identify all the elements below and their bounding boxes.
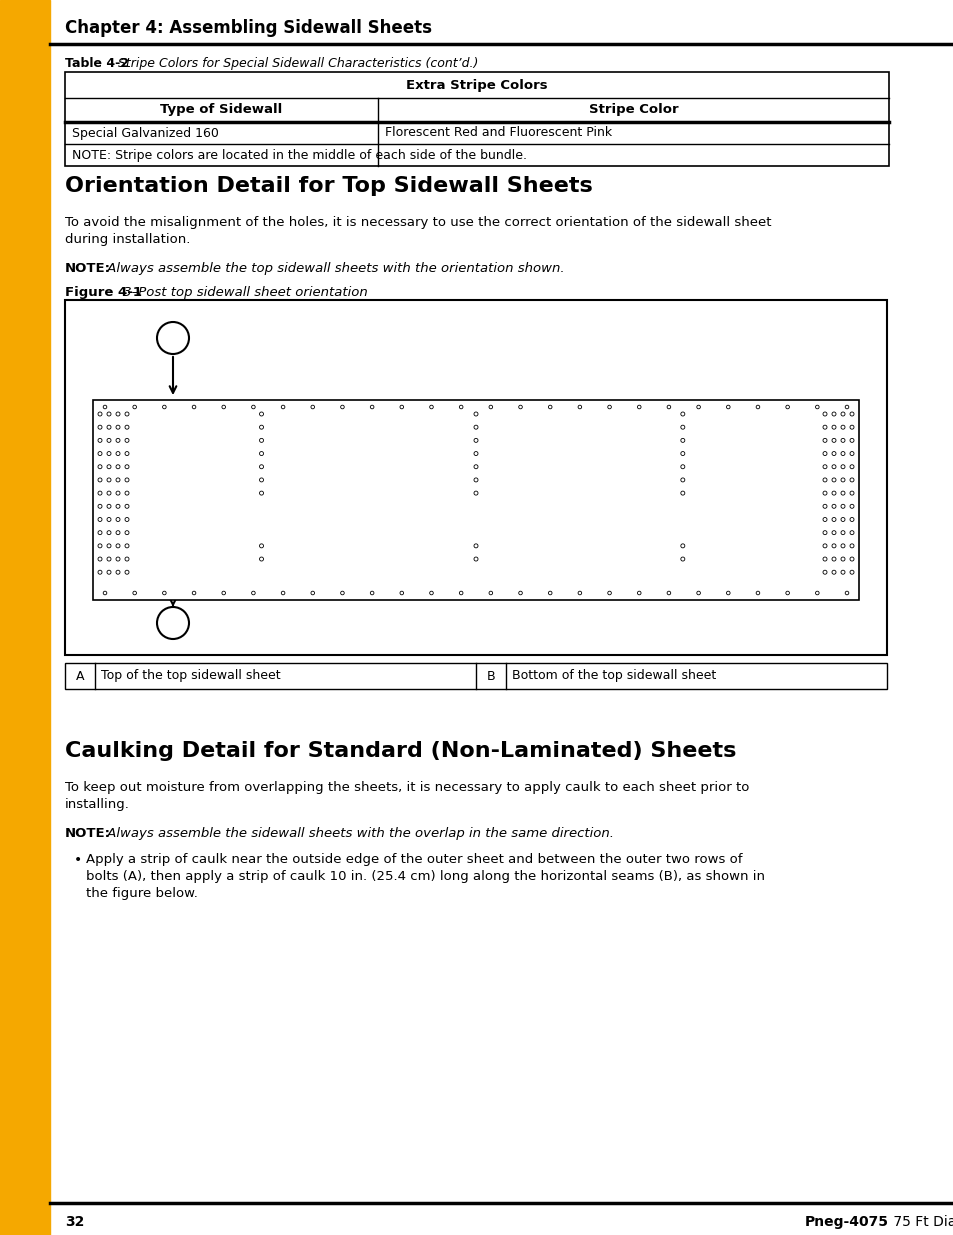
Text: •: • [74,853,82,867]
Text: Table 4-2: Table 4-2 [65,57,133,70]
Bar [92,400,858,600]
Text: Extra Stripe Colors: Extra Stripe Colors [406,79,547,91]
Text: Stripe Color: Stripe Color [588,104,678,116]
Text: installing.: installing. [65,798,130,811]
Text: A: A [75,669,84,683]
Text: the figure below.: the figure below. [86,887,197,900]
Text: Special Galvanized 160: Special Galvanized 160 [71,126,218,140]
Text: Figure 4-1: Figure 4-1 [65,287,142,299]
Text: NOTE:: NOTE: [65,262,111,275]
Text: NOTE: Stripe colors are located in the middle of each side of the bundle.: NOTE: Stripe colors are located in the m… [71,148,526,162]
Text: Always assemble the sidewall sheets with the overlap in the same direction.: Always assemble the sidewall sheets with… [103,827,614,840]
Text: 32: 32 [65,1215,84,1229]
Bar [65,72,888,165]
Text: Top of the top sidewall sheet: Top of the top sidewall sheet [101,669,280,683]
Text: Type of Sidewall: Type of Sidewall [160,104,282,116]
Text: Pneg-4075: Pneg-4075 [804,1215,888,1229]
Text: B: B [486,669,495,683]
Text: To keep out moisture from overlapping the sheets, it is necessary to apply caulk: To keep out moisture from overlapping th… [65,781,749,794]
Text: A: A [168,331,177,345]
Text: Apply a strip of caulk near the outside edge of the outer sheet and between the : Apply a strip of caulk near the outside … [86,853,741,866]
Text: Stripe Colors for Special Sidewall Characteristics (cont’d.): Stripe Colors for Special Sidewall Chara… [118,57,477,70]
Bar [65,663,886,689]
Circle shape [157,606,189,638]
Text: Caulking Detail for Standard (Non-Laminated) Sheets: Caulking Detail for Standard (Non-Lamina… [65,741,736,761]
Text: during installation.: during installation. [65,233,191,246]
Text: Orientation Detail for Top Sidewall Sheets: Orientation Detail for Top Sidewall Shee… [65,177,592,196]
Text: Bottom of the top sidewall sheet: Bottom of the top sidewall sheet [512,669,716,683]
Text: 75 Ft Diameter 40-Series Bin: 75 Ft Diameter 40-Series Bin [888,1215,953,1229]
Text: 3–Post top sidewall sheet orientation: 3–Post top sidewall sheet orientation [119,287,367,299]
Text: B: B [168,616,177,630]
Text: Always assemble the top sidewall sheets with the orientation shown.: Always assemble the top sidewall sheets … [103,262,564,275]
Bar [65,300,886,655]
Bar [0,0,50,1235]
Text: Florescent Red and Fluorescent Pink: Florescent Red and Fluorescent Pink [385,126,612,140]
Text: To avoid the misalignment of the holes, it is necessary to use the correct orien: To avoid the misalignment of the holes, … [65,216,771,228]
Circle shape [157,322,189,354]
Text: Chapter 4: Assembling Sidewall Sheets: Chapter 4: Assembling Sidewall Sheets [65,19,432,37]
Text: bolts (A), then apply a strip of caulk 10 in. (25.4 cm) long along the horizonta: bolts (A), then apply a strip of caulk 1… [86,869,764,883]
Text: NOTE:: NOTE: [65,827,111,840]
